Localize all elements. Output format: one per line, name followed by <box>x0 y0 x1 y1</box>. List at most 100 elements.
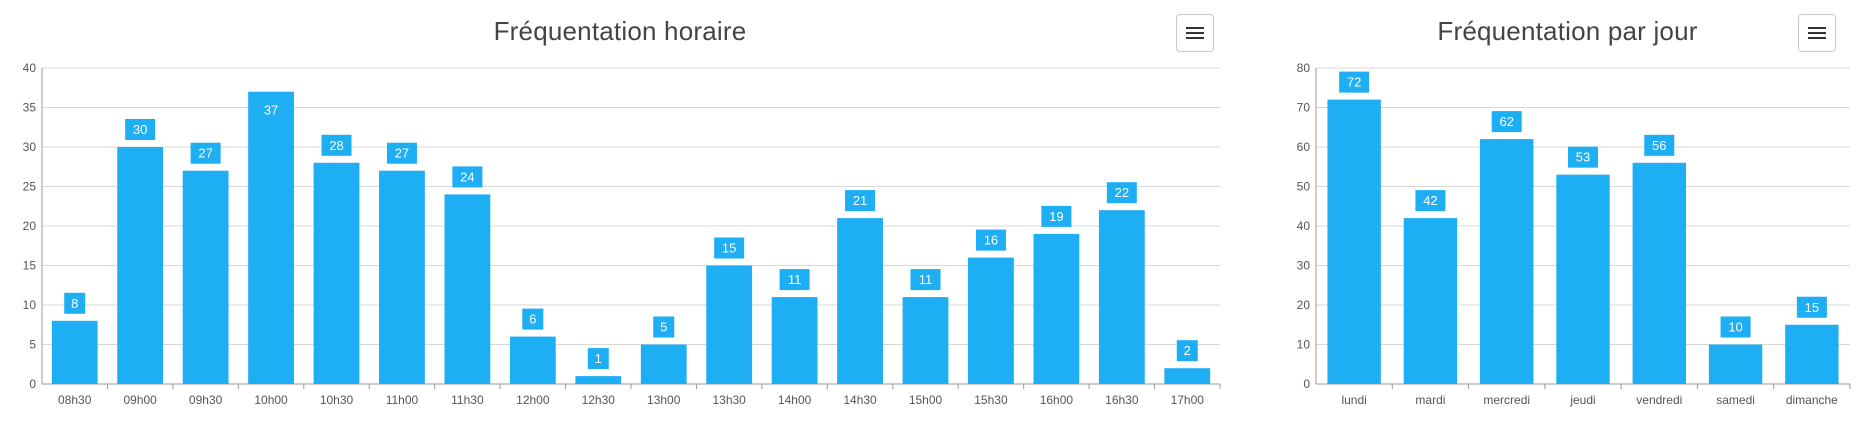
y-tick-label: 10 <box>1297 338 1311 352</box>
data-label: 27 <box>395 146 409 161</box>
y-tick-label: 0 <box>1303 377 1310 391</box>
bar[interactable] <box>1327 99 1381 384</box>
bar[interactable] <box>248 91 294 384</box>
bar[interactable] <box>902 297 949 384</box>
bar[interactable] <box>117 147 164 384</box>
daily-bar-chart: 0 10 20 30 40 50 60 70 80 lundi 72 mardi 42 mercredi 6… <box>1297 61 1851 407</box>
data-label-box <box>714 237 745 259</box>
x-tick-label: mardi <box>1415 393 1445 407</box>
bar[interactable] <box>1632 162 1686 384</box>
data-label-box <box>779 269 810 291</box>
chart-menu-button[interactable] <box>1798 14 1836 52</box>
data-label: 37 <box>264 103 278 118</box>
data-label: 5 <box>660 320 667 335</box>
data-label-box <box>1415 190 1446 212</box>
hourly-chart-panel: Fréquentation horaire 0 5 10 15 20 25 30 35 40 08… <box>23 14 1221 407</box>
hamburger-icon <box>1808 26 1826 40</box>
data-label: 72 <box>1347 75 1361 90</box>
x-tick-label: dimanche <box>1786 393 1838 407</box>
data-label-box <box>321 134 352 156</box>
x-tick-label: jeudi <box>1569 393 1595 407</box>
x-tick-label: vendredi <box>1636 393 1682 407</box>
data-label-box <box>452 166 483 188</box>
x-tick-label: 12h30 <box>582 393 616 407</box>
bar[interactable] <box>1164 368 1211 384</box>
x-tick-label: 15h30 <box>974 393 1008 407</box>
bar[interactable] <box>1033 233 1080 384</box>
data-label-box <box>1568 146 1598 168</box>
data-label: 30 <box>133 122 147 137</box>
hamburger-icon <box>1186 26 1204 40</box>
bar[interactable] <box>1480 139 1534 384</box>
x-tick-label: lundi <box>1341 393 1366 407</box>
data-label-box <box>1720 316 1751 338</box>
bar[interactable] <box>771 297 818 384</box>
bar[interactable] <box>1403 218 1458 384</box>
data-label: 15 <box>1805 300 1819 315</box>
bar[interactable] <box>51 320 98 384</box>
bar[interactable] <box>968 257 1014 384</box>
data-label: 11 <box>919 272 933 287</box>
y-tick-label: 0 <box>29 377 36 391</box>
y-tick-label: 30 <box>23 140 37 154</box>
y-tick-label: 15 <box>23 259 37 273</box>
data-label-box <box>1491 111 1522 133</box>
bar[interactable] <box>706 265 753 385</box>
data-label: 22 <box>1115 185 1129 200</box>
data-label: 24 <box>460 169 474 184</box>
data-label-box <box>587 348 609 370</box>
bar[interactable] <box>837 218 883 384</box>
data-label: 62 <box>1499 114 1513 129</box>
data-label: 8 <box>71 296 78 311</box>
y-tick-label: 25 <box>23 180 37 194</box>
y-tick-label: 35 <box>23 101 37 115</box>
data-label-box <box>386 142 417 164</box>
data-label: 1 <box>595 351 602 366</box>
bar[interactable] <box>313 162 360 384</box>
data-label-box <box>256 99 287 121</box>
x-tick-label: 13h30 <box>712 393 746 407</box>
x-tick-label: 15h00 <box>909 393 943 407</box>
hourly-bar-chart: 051015202530354008h30809h003009h302710h0… <box>23 61 1221 407</box>
data-label-box <box>522 308 544 330</box>
chart-menu-button[interactable] <box>1176 14 1214 52</box>
data-label-box <box>190 142 221 164</box>
y-tick-label: 30 <box>1297 259 1311 273</box>
daily-chart-panel: Fréquentation par jour 0 10 20 30 40 50 60 70 80… <box>1270 0 1865 429</box>
x-tick-label: 08h30 <box>58 393 92 407</box>
bar[interactable] <box>182 170 229 384</box>
data-label-box <box>1041 205 1072 227</box>
x-tick-label: mercredi <box>1483 393 1530 407</box>
bar[interactable] <box>1708 344 1763 385</box>
bar[interactable] <box>575 376 622 384</box>
bar[interactable] <box>1098 210 1145 384</box>
bar[interactable] <box>444 194 491 384</box>
data-label: 11 <box>788 272 802 287</box>
data-label-box <box>975 229 1006 251</box>
y-tick-label: 40 <box>1297 219 1311 233</box>
bar[interactable] <box>1556 174 1610 384</box>
data-label-box <box>845 190 876 212</box>
x-tick-label: 11h30 <box>451 393 484 407</box>
data-label: 53 <box>1576 150 1590 165</box>
data-label: 56 <box>1652 138 1666 153</box>
x-tick-label: 09h30 <box>189 393 223 407</box>
y-tick-label: 40 <box>23 61 37 75</box>
bar[interactable] <box>509 336 556 384</box>
y-tick-label: 5 <box>29 338 36 352</box>
bar[interactable] <box>1785 324 1839 384</box>
y-tick-label: 50 <box>1297 180 1311 194</box>
data-label-box <box>64 292 86 314</box>
x-tick-label: samedi <box>1716 393 1755 407</box>
data-label-box <box>1796 296 1827 318</box>
chart-title: Fréquentation par jour <box>1437 16 1698 46</box>
bar[interactable] <box>640 344 687 385</box>
y-tick-label: 20 <box>23 219 37 233</box>
data-label: 2 <box>1184 343 1191 358</box>
bar[interactable] <box>379 170 425 384</box>
data-label-box <box>1339 71 1370 93</box>
data-label: 10 <box>1728 320 1742 335</box>
x-tick-label: 10h30 <box>320 393 354 407</box>
y-tick-label: 10 <box>23 298 37 312</box>
data-label: 6 <box>529 312 536 327</box>
